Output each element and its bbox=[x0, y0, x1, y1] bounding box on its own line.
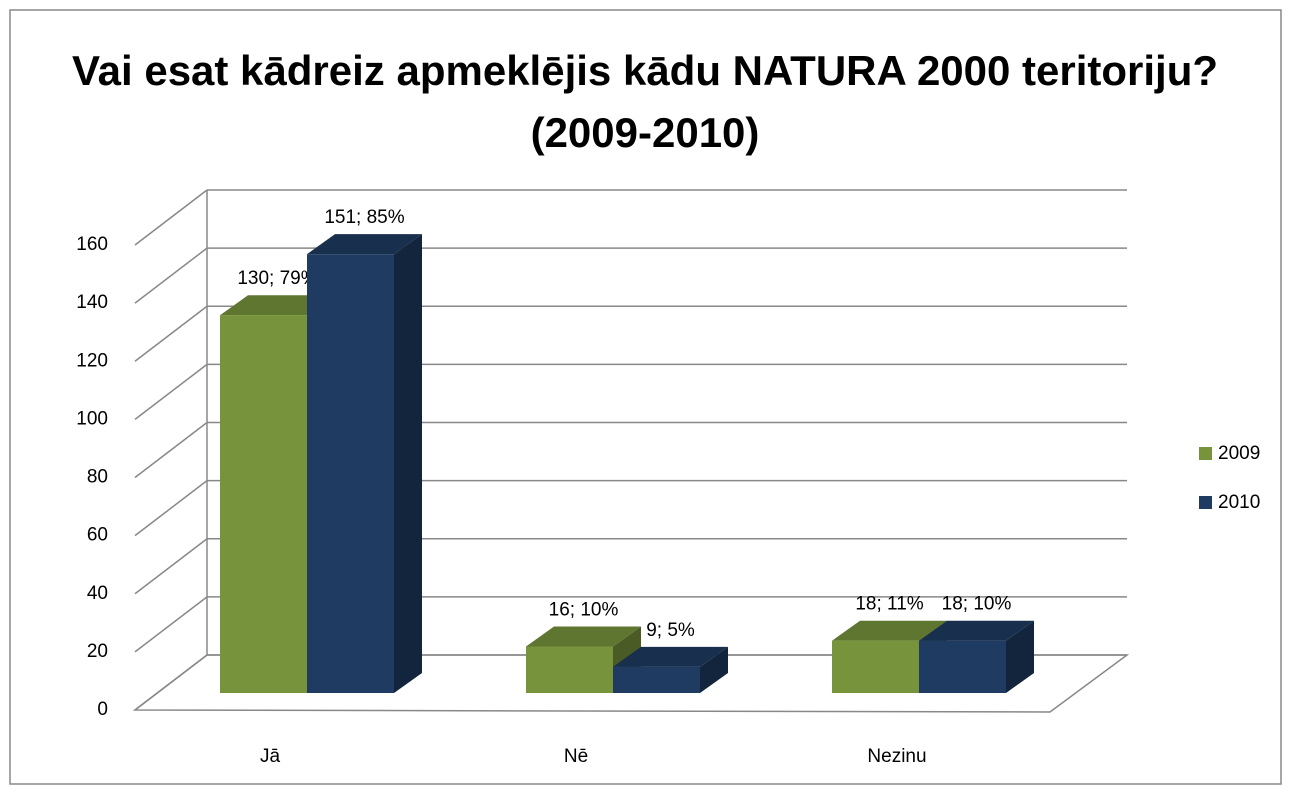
data-label: 16; 10% bbox=[549, 600, 619, 621]
data-label: 151; 85% bbox=[324, 207, 404, 228]
grid-line bbox=[134, 596, 208, 653]
y-tick-label: 160 bbox=[76, 234, 108, 255]
data-label: 18; 10% bbox=[942, 594, 1012, 615]
x-tick-label: Nē bbox=[564, 746, 588, 767]
bar-top bbox=[919, 620, 1034, 641]
legend-label: 2010 bbox=[1218, 492, 1260, 513]
bar bbox=[526, 646, 613, 693]
grid-line bbox=[134, 538, 208, 595]
y-tick-label: 120 bbox=[76, 350, 108, 371]
bar bbox=[307, 254, 394, 693]
x-tick-label: Jā bbox=[260, 746, 281, 767]
grid-line bbox=[134, 480, 208, 537]
legend-swatch bbox=[1199, 447, 1212, 460]
bar-top bbox=[220, 295, 335, 316]
bar bbox=[832, 640, 919, 693]
data-label: 18; 11% bbox=[855, 594, 923, 615]
grid-line bbox=[134, 363, 208, 420]
grid-line bbox=[134, 305, 208, 362]
legend-label: 2009 bbox=[1218, 443, 1260, 464]
grid-line bbox=[134, 654, 208, 711]
bar bbox=[613, 666, 700, 693]
legend-swatch bbox=[1199, 496, 1212, 509]
y-tick-label: 60 bbox=[87, 525, 108, 546]
y-tick-label: 140 bbox=[76, 292, 108, 313]
bar-side bbox=[700, 646, 728, 693]
bar-side bbox=[1006, 620, 1034, 693]
grid-line bbox=[134, 247, 208, 304]
y-tick-label: 80 bbox=[87, 467, 108, 488]
data-label: 9; 5% bbox=[646, 620, 695, 641]
y-tick-label: 100 bbox=[76, 408, 108, 429]
chart-title: Vai esat kādreiz apmeklējis kādu NATURA … bbox=[71, 47, 1219, 156]
grid-line bbox=[134, 421, 208, 479]
bar bbox=[220, 315, 307, 693]
y-tick-label: 0 bbox=[97, 699, 108, 720]
bar-top bbox=[613, 646, 728, 667]
bar-top bbox=[307, 234, 422, 255]
grid-line bbox=[134, 189, 208, 246]
bar-top bbox=[832, 620, 947, 641]
x-tick-label: Nezinu bbox=[867, 746, 926, 767]
bar-top bbox=[526, 626, 641, 647]
y-tick-label: 20 bbox=[87, 641, 108, 662]
data-label: 130; 79% bbox=[237, 268, 317, 289]
y-tick-label: 40 bbox=[87, 583, 108, 604]
bar bbox=[919, 640, 1006, 693]
bar-side bbox=[394, 234, 422, 693]
